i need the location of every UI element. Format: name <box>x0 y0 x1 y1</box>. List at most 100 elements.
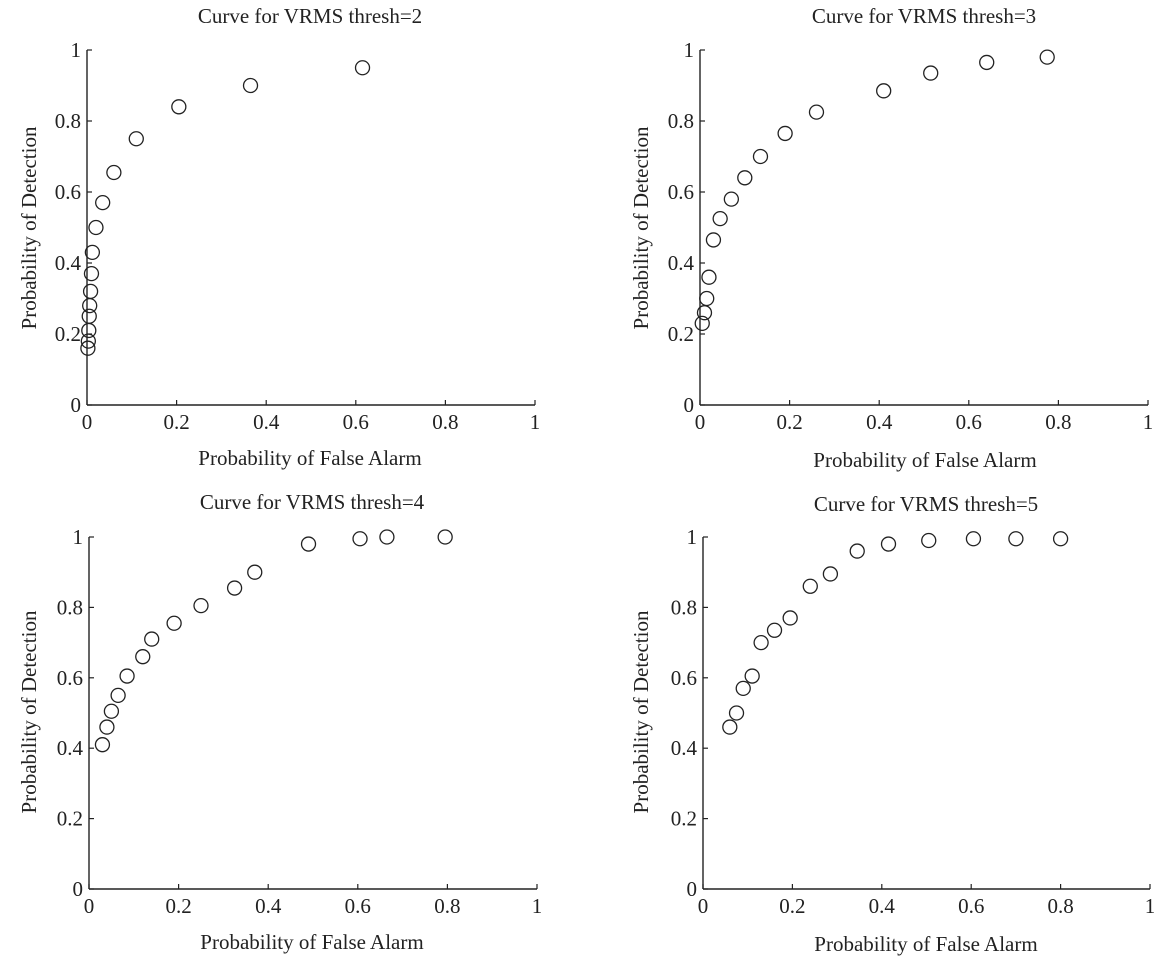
y-tick-label: 0.4 <box>671 736 698 760</box>
y-tick-label: 0 <box>71 393 82 417</box>
data-point <box>1008 531 1024 547</box>
data-point <box>226 580 243 596</box>
x-axis-label: Probability of False Alarm <box>198 446 421 470</box>
x-axis-label: Probability of False Alarm <box>813 448 1036 472</box>
y-tick-label: 0.6 <box>668 180 694 204</box>
data-point <box>777 125 793 142</box>
x-tick-label: 0 <box>695 410 706 434</box>
data-point <box>128 131 144 147</box>
data-point <box>95 194 111 211</box>
y-tick-label: 0.4 <box>57 736 84 760</box>
data-point <box>84 244 101 261</box>
data-point <box>80 333 96 349</box>
data-point <box>979 54 995 71</box>
plot-area: 0 0.2 0.4 0.6 0.8 1 0 0.2 0.4 0.6 0.8 1 <box>57 525 543 918</box>
x-tick-label: 0.4 <box>869 894 896 918</box>
data-point <box>923 65 939 81</box>
x-tick-label: 0.2 <box>776 410 802 434</box>
x-tick-label: 1 <box>1145 894 1156 918</box>
chart-title: Curve for VRMS thresh=4 <box>200 490 425 514</box>
chart-title: Curve for VRMS thresh=2 <box>198 4 422 28</box>
data-point <box>712 210 728 227</box>
chart-panel-4: Curve for VRMS thresh=5 Probability of D… <box>629 492 1155 956</box>
data-point <box>728 705 745 721</box>
data-point <box>83 265 100 282</box>
data-point <box>808 104 825 120</box>
x-tick-label: 0.6 <box>343 410 369 434</box>
data-point <box>88 219 104 236</box>
y-tick-label: 0.6 <box>57 666 83 690</box>
x-tick-label: 1 <box>532 894 543 918</box>
y-axis-label: Probability of Detection <box>629 126 653 329</box>
y-axis-label: Probability of Detection <box>17 126 41 329</box>
x-tick-label: 0.2 <box>163 410 189 434</box>
chart-panel-3: Curve for VRMS thresh=4 Probability of D… <box>17 490 542 954</box>
x-tick-label: 0.8 <box>1045 410 1071 434</box>
y-tick-label: 0.4 <box>55 251 82 275</box>
data-point <box>106 164 122 181</box>
data-point <box>110 687 126 704</box>
data-point <box>921 532 937 549</box>
x-axis-label: Probability of False Alarm <box>814 932 1037 956</box>
data-point <box>699 290 715 307</box>
data-point <box>300 536 317 552</box>
data-point <box>705 232 722 248</box>
data-point <box>766 622 783 638</box>
data-point <box>103 703 120 719</box>
plot-area: 0 0.2 0.4 0.6 0.8 1 0 0.2 0.4 0.6 0.8 1 <box>668 38 1154 434</box>
data-point <box>876 83 892 99</box>
data-point <box>849 543 865 559</box>
chart-title: Curve for VRMS thresh=3 <box>812 4 1036 28</box>
data-point <box>822 566 839 582</box>
data-point <box>1039 49 1055 65</box>
data-point <box>1052 531 1069 547</box>
y-tick-label: 0.2 <box>57 807 83 831</box>
data-point <box>352 531 368 547</box>
data-point <box>166 615 182 631</box>
chart-panel-2: Curve for VRMS thresh=3 Probability of D… <box>629 4 1153 472</box>
data-point <box>737 170 753 186</box>
x-tick-label: 0.4 <box>255 894 282 918</box>
data-point <box>82 283 99 300</box>
data-point <box>94 737 111 753</box>
x-axis-label: Probability of False Alarm <box>200 930 423 954</box>
y-tick-label: 1 <box>73 525 84 549</box>
x-tick-label: 0.4 <box>253 410 280 434</box>
data-point <box>802 578 818 594</box>
data-point <box>753 634 769 651</box>
y-tick-label: 0.4 <box>668 251 695 275</box>
data-point <box>81 308 97 324</box>
x-tick-label: 0.4 <box>866 410 893 434</box>
y-tick-label: 0.8 <box>668 109 694 133</box>
x-tick-label: 0.6 <box>958 894 984 918</box>
y-tick-label: 0.8 <box>57 595 83 619</box>
y-tick-label: 0.8 <box>55 109 81 133</box>
data-point <box>880 536 897 552</box>
chart-panel-1: Curve for VRMS thresh=2 Probability of D… <box>17 4 540 470</box>
data-point <box>723 191 740 207</box>
data-point <box>247 564 263 580</box>
x-tick-label: 1 <box>530 410 541 434</box>
data-point <box>694 315 710 332</box>
x-tick-label: 1 <box>1143 410 1154 434</box>
y-tick-label: 0.6 <box>55 180 81 204</box>
y-tick-label: 0.2 <box>671 807 697 831</box>
chart-title: Curve for VRMS thresh=5 <box>814 492 1038 516</box>
x-tick-label: 0 <box>84 894 95 918</box>
plot-area: 0 0.2 0.4 0.6 0.8 1 0 0.2 0.4 0.6 0.8 1 <box>55 38 541 434</box>
x-tick-label: 0.8 <box>434 894 460 918</box>
data-point <box>193 597 209 614</box>
y-tick-label: 0.2 <box>55 322 81 346</box>
data-point <box>80 340 96 356</box>
data-point <box>965 531 982 547</box>
data-point <box>752 148 769 165</box>
data-point <box>744 668 760 684</box>
y-axis-label: Probability of Detection <box>629 610 653 813</box>
x-tick-label: 0.2 <box>165 894 191 918</box>
y-tick-label: 0.6 <box>671 666 697 690</box>
y-tick-label: 0 <box>73 877 84 901</box>
y-axis-label: Probability of Detection <box>17 610 41 813</box>
y-tick-label: 1 <box>684 38 695 62</box>
y-tick-label: 1 <box>687 525 698 549</box>
data-point <box>782 610 798 626</box>
